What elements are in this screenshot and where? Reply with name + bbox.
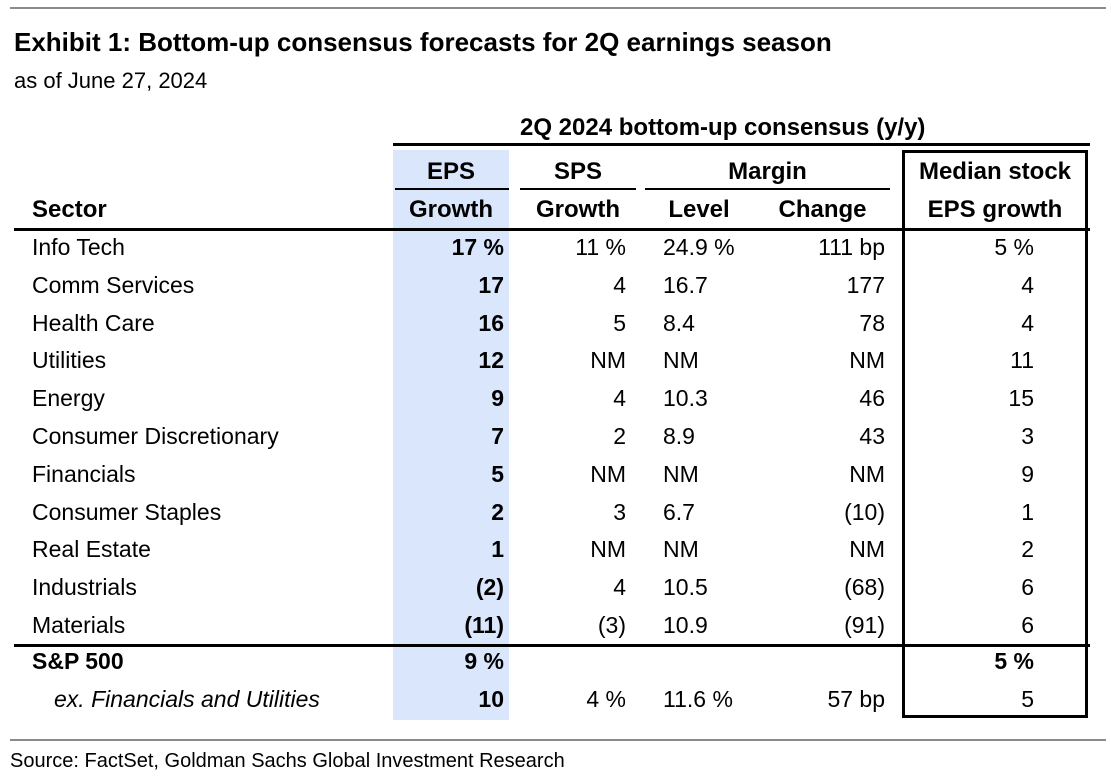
cell-level: 24.9 % bbox=[663, 234, 735, 260]
cell-level: 6.7 bbox=[663, 498, 695, 525]
exhibit-subtitle: as of June 27, 2024 bbox=[14, 68, 208, 93]
cell-sps: 2 bbox=[613, 423, 626, 449]
eps-header-bottom: Growth bbox=[409, 196, 493, 223]
cell-median: 4 bbox=[1021, 271, 1034, 298]
bottom-rule bbox=[10, 739, 1106, 741]
median-header-top: Median stock bbox=[918, 158, 1072, 185]
cell-eps: 9 bbox=[491, 385, 504, 412]
cell-median: 6 bbox=[1021, 574, 1034, 601]
cell-sector: Health Care bbox=[32, 309, 155, 336]
median-header-bottom: EPS growth bbox=[927, 196, 1063, 223]
eps-header-rule bbox=[395, 188, 509, 190]
cell-eps: 2 bbox=[491, 498, 504, 525]
cell-median: 4 bbox=[1021, 309, 1034, 336]
cell-sector: Real Estate bbox=[32, 536, 151, 563]
cell-sps: 4 % bbox=[586, 686, 626, 712]
exhibit-title: Exhibit 1: Bottom-up consensus forecasts… bbox=[14, 27, 832, 57]
cell-sps: 5 bbox=[613, 309, 626, 336]
cell-eps: 12 bbox=[478, 347, 504, 374]
cell-median: 2 bbox=[1021, 536, 1034, 563]
cell-change: NM bbox=[849, 347, 885, 374]
cell-level: 10.3 bbox=[663, 385, 708, 412]
cell-change: 111 bp bbox=[818, 234, 885, 260]
change-header: Change bbox=[778, 196, 867, 223]
cell-change: NM bbox=[849, 536, 885, 563]
cell-median: 1 bbox=[1021, 498, 1034, 525]
cell-eps: 17 bbox=[478, 271, 504, 298]
cell-level: NM bbox=[663, 347, 699, 374]
cell-median: 11 bbox=[1010, 347, 1034, 374]
cell-sps: 4 bbox=[613, 574, 626, 601]
cell-median: 6 bbox=[1021, 612, 1034, 638]
cell-eps: 10 bbox=[478, 686, 504, 712]
cell-eps: 17 % bbox=[451, 234, 504, 260]
cell-eps: (11) bbox=[464, 612, 504, 638]
cell-level: NM bbox=[663, 460, 699, 487]
cell-level: 8.4 bbox=[663, 309, 695, 336]
cell-median: 3 bbox=[1021, 423, 1034, 449]
totals-rule bbox=[14, 644, 1090, 647]
cell-median: 9 bbox=[1021, 460, 1034, 487]
cell-sps: 11 % bbox=[575, 234, 626, 260]
cell-sector: Utilities bbox=[32, 347, 107, 374]
cell-level: NM bbox=[663, 536, 699, 563]
cell-sps: NM bbox=[590, 536, 626, 563]
eps-column-shading bbox=[393, 150, 509, 720]
cell-sps: 3 bbox=[613, 498, 626, 525]
cell-sector: Financials bbox=[32, 460, 136, 487]
cell-median: 5 bbox=[1021, 686, 1034, 712]
cell-sps: (3) bbox=[597, 612, 626, 638]
cell-sector: Info Tech bbox=[32, 234, 125, 260]
cell-sector: Energy bbox=[32, 385, 105, 412]
cell-sps: 4 bbox=[613, 271, 626, 298]
cell-eps: (2) bbox=[475, 574, 504, 601]
cell-sps: NM bbox=[590, 460, 626, 487]
cell-change: (68) bbox=[844, 574, 885, 601]
median-column-box bbox=[902, 150, 1088, 718]
cell-change: 177 bbox=[846, 271, 885, 298]
cell-change: 43 bbox=[859, 423, 885, 449]
cell-sector: Consumer Staples bbox=[32, 498, 222, 525]
cell-median: 5 % bbox=[994, 234, 1034, 260]
cell-sector: Industrials bbox=[32, 574, 137, 601]
cell-sector: Materials bbox=[32, 612, 126, 638]
cell-change: (91) bbox=[844, 612, 885, 638]
cell-change: 78 bbox=[859, 309, 885, 336]
cell-eps: 5 bbox=[491, 460, 504, 487]
cell-level: 8.9 bbox=[663, 423, 695, 449]
group-header: 2Q 2024 bottom-up consensus (y/y) bbox=[520, 114, 926, 141]
header-bottom-rule bbox=[14, 228, 1090, 231]
sps-header-bottom: Growth bbox=[536, 196, 620, 223]
cell-eps: 1 bbox=[491, 536, 504, 563]
cell-sector: ex. Financials and Utilities bbox=[54, 686, 320, 712]
eps-header-top: EPS bbox=[426, 158, 476, 185]
cell-change: NM bbox=[849, 460, 885, 487]
cell-median: 5 % bbox=[994, 648, 1034, 674]
cell-median: 15 bbox=[1008, 385, 1034, 412]
level-header: Level bbox=[668, 196, 730, 223]
cell-eps: 7 bbox=[491, 423, 504, 449]
cell-change: (10) bbox=[844, 498, 885, 525]
cell-level: 16.7 bbox=[663, 271, 708, 298]
cell-sector: Comm Services bbox=[32, 271, 195, 298]
cell-change: 46 bbox=[859, 385, 885, 412]
cell-sector: S&P 500 bbox=[32, 648, 124, 674]
group-header-rule bbox=[393, 143, 1090, 146]
cell-level: 10.5 bbox=[663, 574, 708, 601]
cell-level: 10.9 bbox=[663, 612, 708, 638]
cell-change: 57 bp bbox=[827, 686, 885, 712]
cell-sps: NM bbox=[590, 347, 626, 374]
cell-sps: 4 bbox=[613, 385, 626, 412]
margin-header-top: Margin bbox=[728, 158, 807, 185]
source-note: Source: FactSet, Goldman Sachs Global In… bbox=[10, 750, 565, 772]
margin-header-rule bbox=[645, 188, 890, 190]
cell-eps: 9 % bbox=[464, 648, 504, 674]
cell-eps: 16 bbox=[478, 309, 504, 336]
sector-header: Sector bbox=[32, 196, 107, 223]
sps-header-rule bbox=[520, 188, 636, 190]
top-rule bbox=[10, 7, 1106, 9]
sps-header-top: SPS bbox=[553, 158, 603, 185]
cell-sector: Consumer Discretionary bbox=[32, 423, 279, 449]
cell-level: 11.6 % bbox=[663, 686, 733, 712]
